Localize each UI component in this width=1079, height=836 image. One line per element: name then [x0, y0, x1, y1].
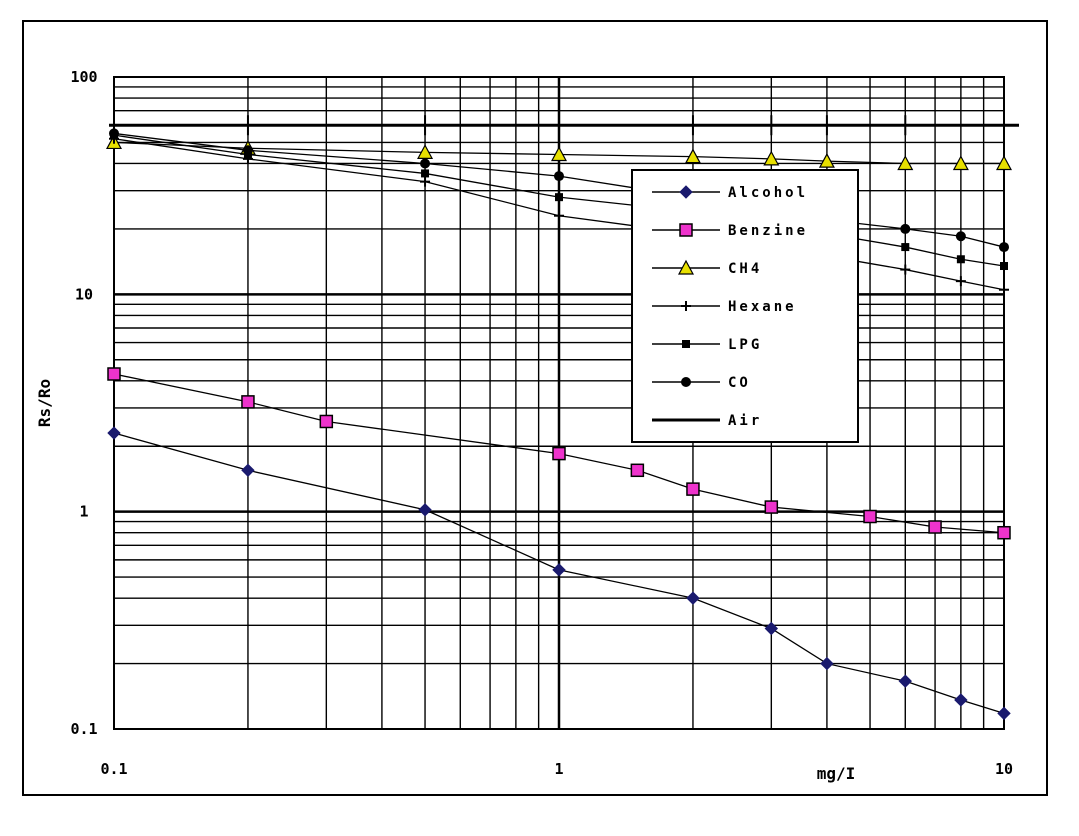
point-alcohol	[764, 621, 779, 636]
point-ch4	[897, 155, 914, 171]
point-benzine	[552, 446, 566, 461]
legend-item-ch4: CH4	[652, 259, 762, 277]
point-hexane	[955, 276, 966, 287]
point-ch4	[763, 150, 780, 166]
legend-marker-lpg	[682, 340, 690, 348]
point-lpg	[956, 255, 965, 264]
point-co	[999, 242, 1009, 253]
legend-label-hexane: Hexane	[728, 299, 797, 315]
legend-item-benzine: Benzine	[652, 223, 808, 239]
point-benzine	[928, 520, 942, 534]
point-alcohol	[997, 706, 1011, 721]
point-ch4	[684, 148, 701, 164]
point-lpg	[421, 169, 430, 178]
point-hexane	[554, 210, 564, 221]
legend-item-alcohol: Alcohol	[652, 185, 808, 201]
series-ch4	[105, 134, 1013, 171]
y-tick-label: 100	[70, 68, 97, 86]
x-tick-label: 1	[554, 760, 563, 778]
series-benzine	[107, 367, 1011, 540]
legend: Alcohol Benzine CH4 Hexane LPG CO Air	[631, 169, 859, 443]
point-co	[554, 171, 564, 182]
point-ch4	[550, 146, 568, 162]
legend-marker-benzine	[679, 223, 693, 237]
point-co	[955, 231, 966, 242]
legend-label-alcohol: Alcohol	[728, 185, 808, 201]
x-tick-label: 0.1	[100, 760, 127, 778]
point-lpg	[901, 243, 910, 252]
legend-label-ch4: CH4	[728, 261, 762, 277]
point-alcohol	[898, 674, 912, 688]
point-alcohol	[552, 563, 566, 577]
point-co	[420, 158, 431, 169]
y-axis-title: Rs/Ro	[35, 379, 54, 427]
point-hexane	[999, 284, 1009, 295]
series-line-alcohol	[113, 432, 1005, 714]
x-axis-title: mg/I	[817, 764, 856, 783]
point-benzine	[686, 482, 700, 496]
legend-item-lpg: LPG	[652, 337, 762, 353]
point-ch4	[952, 155, 969, 171]
point-benzine	[997, 525, 1011, 540]
series-layer	[105, 115, 1019, 721]
x-tick-label: 10	[995, 760, 1013, 778]
point-alcohol	[686, 591, 700, 605]
point-benzine	[107, 367, 121, 381]
point-alcohol	[418, 503, 432, 517]
y-tick-label: 0.1	[70, 720, 97, 738]
point-alcohol	[241, 463, 255, 478]
point-lpg	[1000, 262, 1008, 271]
point-benzine	[319, 414, 334, 429]
series-air	[109, 115, 1019, 136]
legend-label-lpg: LPG	[728, 337, 762, 353]
legend-marker-hexane	[681, 301, 691, 311]
point-benzine	[764, 500, 779, 514]
tick-labels: 0.1 1 10 0.1 1 10 100	[70, 68, 1013, 778]
point-alcohol	[820, 656, 834, 671]
chart-frame: 0.1 1 10 0.1 1 10 100 mg/I Rs/Ro Alcohol Benzin…	[22, 20, 1048, 796]
point-benzine	[241, 395, 255, 409]
legend-label-benzine: Benzine	[728, 223, 808, 239]
point-co	[242, 145, 253, 156]
point-co	[900, 223, 911, 234]
point-lpg	[555, 193, 563, 202]
legend-label-air: Air	[728, 413, 762, 429]
series-line-ch4	[113, 141, 1004, 165]
y-tick-label: 1	[79, 503, 88, 521]
legend-item-air: Air	[652, 413, 762, 429]
series-line-benzine	[113, 373, 1005, 534]
chart: 0.1 1 10 0.1 1 10 100 mg/I Rs/Ro Alcohol Benzin…	[35, 68, 1019, 783]
series-alcohol	[107, 426, 1011, 721]
point-co	[109, 128, 119, 139]
legend-marker-ch4	[677, 259, 695, 275]
point-hexane	[900, 264, 911, 275]
legend-marker-co	[681, 377, 691, 387]
point-hexane	[420, 176, 431, 187]
point-ch4	[417, 144, 434, 159]
legend-item-hexane: Hexane	[652, 299, 797, 315]
legend-marker-alcohol	[679, 185, 693, 199]
point-alcohol	[954, 693, 968, 707]
legend-label-co: CO	[728, 375, 751, 391]
point-benzine	[863, 509, 877, 524]
point-ch4	[995, 155, 1013, 171]
legend-item-co: CO	[652, 375, 751, 391]
y-tick-label: 10	[75, 285, 93, 303]
point-alcohol	[107, 426, 121, 440]
point-benzine	[630, 463, 645, 478]
point-ch4	[818, 152, 835, 168]
